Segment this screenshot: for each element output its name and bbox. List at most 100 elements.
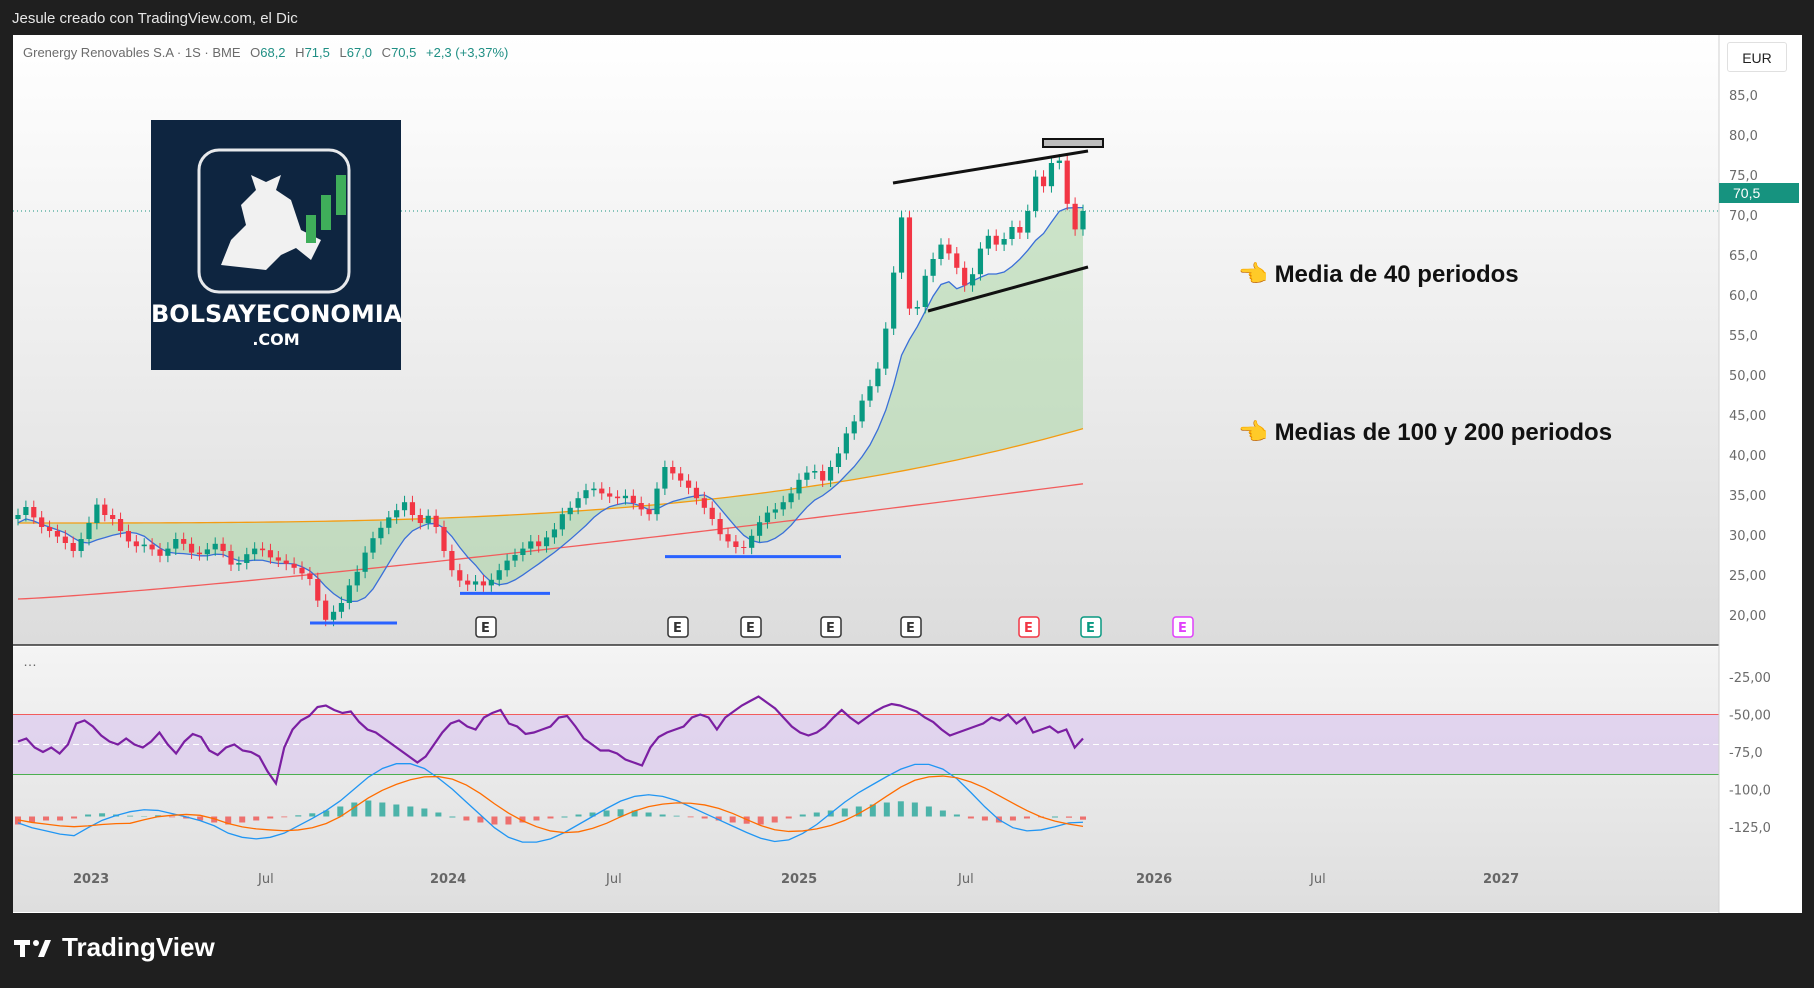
macd-histogram-bar <box>925 806 932 817</box>
legend-symbol: Grenergy Renovables S.A · 1S · BME <box>23 45 241 60</box>
candle-body <box>969 274 976 286</box>
annotation-ma40-text: Media de 40 periodos <box>1274 261 1519 288</box>
macd-histogram-bar <box>785 816 792 819</box>
macd-histogram-bar <box>645 812 652 817</box>
candle-body <box>741 547 747 548</box>
candle-body <box>188 543 195 553</box>
candle-body <box>78 539 84 551</box>
candle-body <box>70 543 76 551</box>
candle-body <box>488 579 494 586</box>
macd-histogram-bar <box>799 814 806 817</box>
macd-histogram-bar <box>85 814 92 817</box>
candle-body <box>39 517 45 527</box>
macd-histogram-bar <box>715 816 722 821</box>
candle-body <box>898 217 905 273</box>
candle-body <box>583 490 589 499</box>
y-tick-label: 40,00 <box>1729 449 1766 464</box>
rsi-line <box>17 695 1084 787</box>
macd-histogram-bar <box>183 816 190 819</box>
x-tick-label: 2025 <box>781 872 817 887</box>
candle-body <box>843 433 849 454</box>
candle-body <box>157 549 163 556</box>
macd-histogram-bar <box>155 815 162 817</box>
candle-body <box>977 248 984 275</box>
macd-histogram-bar <box>379 802 386 817</box>
candle-body <box>962 267 968 286</box>
candle-body <box>125 531 132 542</box>
macd-signal-line <box>17 775 1084 834</box>
candle-body <box>496 570 502 580</box>
candle-body <box>780 502 786 510</box>
candle-body <box>717 519 723 535</box>
candle-body <box>330 611 337 620</box>
candle-body <box>938 244 944 259</box>
candle-body <box>820 471 826 481</box>
macd-histogram-bar <box>757 816 764 825</box>
macd-histogram-bar <box>449 816 456 818</box>
earnings-marker <box>475 616 497 638</box>
annotation-ma100-200-text: Medias de 100 y 200 periodos <box>1274 419 1613 446</box>
y-tick-label: 55,0 <box>1729 329 1758 344</box>
candle-body <box>614 496 621 499</box>
candle-body <box>267 550 274 558</box>
candle-body <box>441 527 447 551</box>
caption-text: Jesule creado con TradingView.com, el Di… <box>12 10 298 27</box>
macd-histogram-bar <box>491 816 498 825</box>
macd-histogram-bar <box>71 816 78 819</box>
macd-histogram-bar <box>127 815 134 817</box>
candle-body <box>512 555 518 561</box>
candle-body <box>725 534 731 542</box>
chart-svg[interactable]: E E E E E E E E 20,00 25,00 30,00 35,00 40,00 45,00 5… <box>13 35 1802 913</box>
candle-body <box>670 467 676 474</box>
annotation-ma100-200: 👈 Medias de 100 y 200 periodos <box>1238 418 1612 447</box>
macd-histogram-bar <box>673 815 680 817</box>
candle-body <box>520 548 526 555</box>
candle-body <box>646 509 652 515</box>
candle-body <box>283 560 289 564</box>
earnings-marker <box>900 616 922 638</box>
candle-body <box>504 560 510 571</box>
indicator-menu-dots[interactable]: … <box>23 653 37 669</box>
macd-histogram-bar <box>533 816 540 821</box>
macd-histogram-bar <box>603 810 610 817</box>
rsi-y-tick: -125,0 <box>1729 821 1771 836</box>
y-tick-label: 20,00 <box>1729 609 1766 624</box>
macd-histogram-bar <box>729 816 736 823</box>
ma200-line <box>17 483 1084 600</box>
indicator-pane-bg <box>13 647 1719 912</box>
candle-body <box>15 515 21 519</box>
candle-body <box>401 502 408 511</box>
legend-close: 70,5 <box>391 45 417 60</box>
earnings-marker-label: E <box>1024 621 1033 636</box>
candle-body <box>528 541 534 549</box>
candle-body <box>930 259 936 276</box>
candle-body <box>693 487 700 499</box>
candle-body <box>567 507 573 515</box>
earnings-marker <box>820 616 842 638</box>
candle-body <box>236 563 242 565</box>
candle-body <box>630 495 636 503</box>
candle-body <box>307 573 313 579</box>
candle-body <box>244 554 250 563</box>
symbol-legend[interactable]: Grenergy Renovables S.A · 1S · BME O68,2… <box>23 45 508 60</box>
candle-body <box>354 571 360 586</box>
macd-histogram-bar <box>1009 816 1016 821</box>
macd-histogram-bar <box>505 816 512 825</box>
macd-histogram-bar <box>99 813 106 817</box>
earnings-marker-label: E <box>1178 621 1187 636</box>
channel-lower-line <box>927 265 1089 313</box>
candle-body <box>409 502 416 515</box>
macd-histogram-bar <box>519 816 526 823</box>
candle-body <box>433 515 439 527</box>
earnings-marker <box>1080 616 1102 638</box>
candle-body <box>1064 160 1070 204</box>
candle-body <box>362 552 368 572</box>
currency-button[interactable]: EUR <box>1727 42 1787 72</box>
y-tick-label: 70,0 <box>1729 209 1758 224</box>
candle-body <box>259 548 266 551</box>
rsi-y-tick: -75,0 <box>1729 746 1763 761</box>
candle-body <box>196 552 203 555</box>
candle-body <box>31 507 37 518</box>
candle-body <box>449 551 455 571</box>
candle-body <box>827 467 834 481</box>
